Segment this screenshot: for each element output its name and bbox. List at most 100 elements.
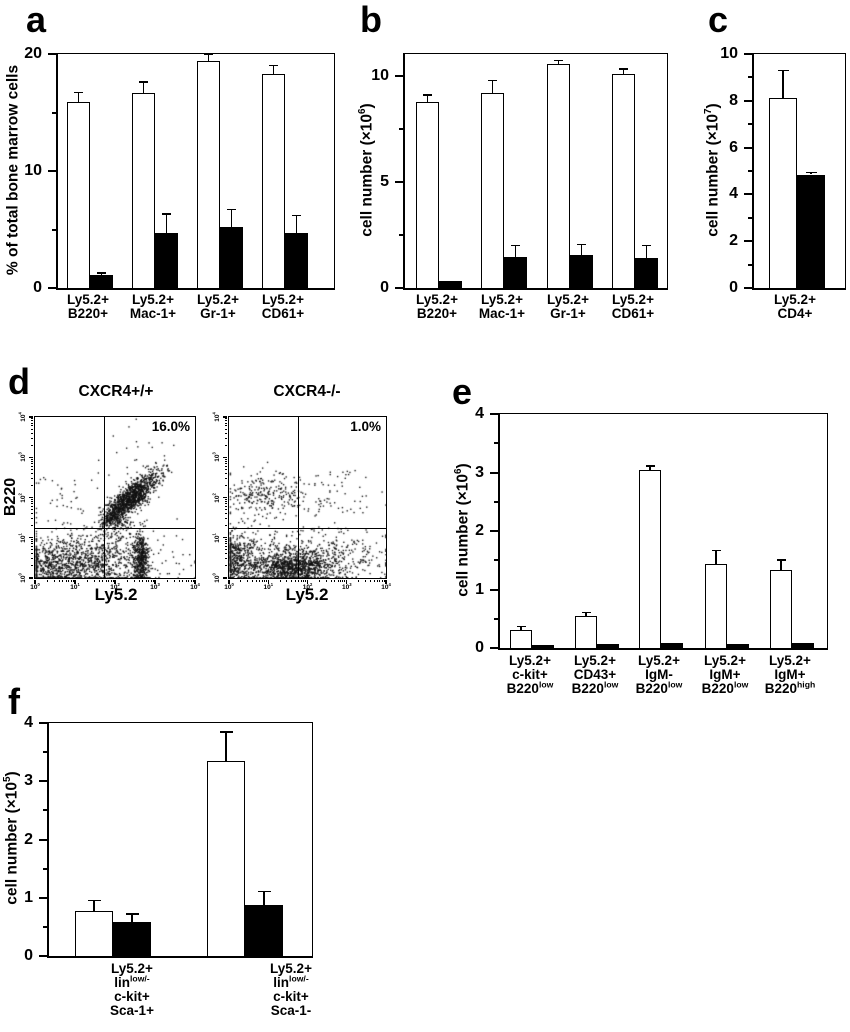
y-axis-tick — [490, 413, 499, 415]
bar-black — [570, 255, 593, 288]
superscript: 1 — [270, 582, 274, 587]
y-axis-tick — [39, 896, 48, 899]
y-axis-tick — [222, 456, 228, 458]
category-label: Ly5.2+ Gr-1+ — [197, 293, 239, 321]
bar-black — [220, 227, 243, 288]
x-axis-tick — [306, 579, 309, 585]
error-bar-cap — [162, 213, 171, 216]
y-axis-minor-tick — [224, 432, 228, 434]
y-axis-tick — [28, 577, 34, 579]
y-axis-tick — [28, 456, 34, 458]
y-axis-minor-tick — [30, 503, 34, 505]
x-axis-tick-label: 102 — [110, 582, 120, 592]
x-axis-tick — [114, 579, 116, 585]
y-axis-minor-tick — [224, 503, 228, 505]
superscript: low — [603, 679, 619, 690]
x-axis-minor-tick — [300, 579, 302, 583]
x-axis-minor-tick — [58, 579, 60, 583]
y-axis-tick — [744, 146, 753, 149]
bar-black — [504, 257, 527, 288]
y-axis-tick — [744, 53, 753, 55]
x-axis-minor-tick — [291, 579, 293, 583]
x-axis-minor-tick — [93, 579, 95, 583]
error-bar-cap — [554, 59, 563, 62]
x-axis-minor-tick — [148, 579, 150, 583]
x-axis-minor-tick — [166, 579, 168, 583]
x-axis-minor-tick — [344, 579, 346, 583]
x-axis-minor-tick — [98, 579, 100, 583]
category-label-line: CD43+ — [573, 667, 617, 682]
y-axis-tick-label: 1 — [24, 888, 33, 906]
y-axis-tick-label: 3 — [24, 772, 33, 790]
y-axis-minor-tick — [30, 444, 34, 446]
x-axis-minor-tick — [325, 579, 327, 583]
error-bar-stem — [230, 209, 233, 228]
x-axis-minor-tick — [138, 579, 140, 583]
category-label-line: IgM- — [645, 667, 673, 682]
y-axis-minor-tick — [224, 437, 228, 439]
error-bar-stem — [780, 560, 782, 571]
y-axis-minor-tick — [30, 498, 34, 500]
x-axis-minor-tick — [334, 579, 336, 583]
superscript: 3 — [17, 452, 23, 455]
x-axis-minor-tick — [286, 579, 288, 583]
category-label-line: IgM+ — [709, 667, 741, 682]
error-bar-stem — [491, 80, 494, 94]
y-axis-minor-tick — [30, 541, 34, 543]
x-axis-tick-label: 103 — [341, 582, 352, 592]
x-axis-tick-label: 101 — [70, 582, 80, 592]
category-label-line: Ly5.2+ — [270, 961, 312, 976]
y-axis-tick-label: 0 — [475, 639, 484, 656]
error-bar-stem — [514, 245, 517, 258]
flow-title-wildtype: CXCR4+/+ — [78, 383, 154, 400]
x-axis-tick — [74, 579, 76, 585]
category-label-line: Sca-1- — [270, 1003, 312, 1018]
y-axis-minor-tick — [224, 465, 228, 467]
bar-black — [532, 645, 554, 648]
x-axis-minor-tick — [261, 579, 263, 583]
bar-black — [797, 174, 825, 288]
error-bar-cap — [423, 94, 432, 97]
y-axis-tick-label: 103 — [211, 452, 221, 463]
x-axis-tick — [34, 579, 36, 585]
category-label-line: Ly5.2+ — [197, 292, 239, 307]
category-label: Ly5.2+ IgM+ B220high — [765, 654, 815, 696]
error-bar-stem — [77, 92, 80, 102]
y-axis-minor-tick — [224, 509, 228, 511]
category-label-line: linlow/- — [273, 973, 309, 990]
error-bar-cap — [269, 64, 278, 67]
error-bar-stem — [426, 95, 429, 102]
superscript: 4 — [388, 582, 391, 587]
y-axis-tick — [222, 496, 228, 499]
y-axis-minor-tick — [224, 468, 228, 470]
x-axis-minor-tick — [152, 579, 154, 583]
y-axis-tick — [490, 471, 499, 474]
y-axis-minor-tick — [224, 553, 228, 555]
x-axis-minor-tick — [295, 579, 297, 583]
category-label-line: B220low — [571, 679, 619, 696]
x-axis-minor-tick — [337, 579, 339, 583]
y-axis-tick-label: 102 — [17, 492, 27, 503]
y-axis-minor-tick — [224, 472, 228, 474]
y-axis-tick — [48, 170, 57, 172]
y-axis-minor-tick — [52, 111, 58, 114]
bar-black — [90, 275, 113, 288]
y-axis-minor-tick — [748, 76, 754, 79]
category-label-line: Ly5.2+ — [67, 292, 109, 307]
y-axis-minor-tick — [399, 234, 405, 237]
x-axis-minor-tick — [383, 579, 385, 583]
category-label-line: Ly5.2+ — [262, 292, 304, 307]
y-axis-minor-tick — [224, 513, 228, 515]
category-label-line: CD4+ — [777, 306, 813, 321]
x-axis-minor-tick — [182, 579, 184, 583]
y-axis-tick-label: 2 — [24, 830, 33, 848]
superscript: 6 — [357, 108, 369, 114]
x-axis-tick — [228, 579, 230, 585]
error-bar-stem — [810, 172, 812, 175]
y-axis-tick-label: 100 — [211, 573, 221, 583]
error-bar-stem — [100, 272, 103, 276]
x-axis-tick-label: 101 — [263, 582, 274, 592]
x-axis-tick-label: 102 — [302, 582, 313, 592]
category-label-line: B220+ — [67, 306, 109, 321]
bar-white — [769, 98, 797, 288]
